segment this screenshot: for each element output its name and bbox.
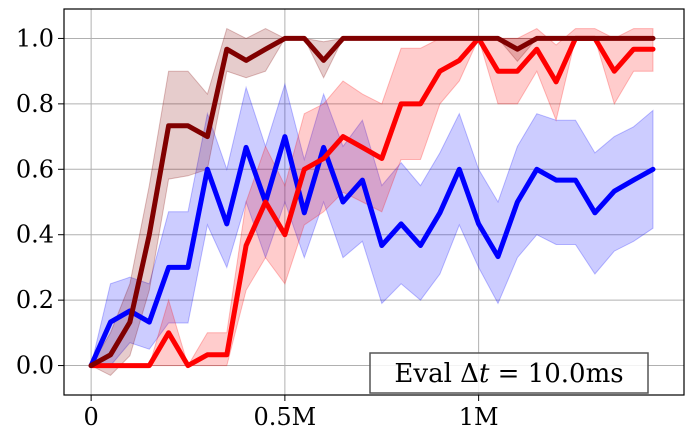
confidence-band-2 xyxy=(90,27,653,377)
series-lines xyxy=(88,35,656,369)
series-line-1 xyxy=(88,35,656,369)
y-tick-label: 0.2 xyxy=(16,286,54,314)
y-tick-label: 1.0 xyxy=(16,24,54,52)
x-tick-label: 0 xyxy=(83,403,98,431)
series-line-0 xyxy=(88,134,656,369)
confidence-bands xyxy=(90,27,654,377)
y-tick-label: 0.8 xyxy=(16,90,54,118)
axis-ticks: 0 0.5M 1M 0.0 0.2 0.4 0.6 0.8 1.0 xyxy=(16,24,499,431)
x-tick-label: 0.5M xyxy=(254,403,317,431)
y-tick-label: 0.0 xyxy=(16,352,54,380)
x-tick-label: 1M xyxy=(459,403,499,431)
y-tick-label: 0.4 xyxy=(16,221,54,249)
annotation-label: Eval Δt = 10.0ms xyxy=(394,359,623,389)
annotation-box xyxy=(369,352,649,394)
y-tick-label: 0.6 xyxy=(16,155,54,183)
annotation-prefix: Eval xyxy=(394,359,460,389)
plot-frame xyxy=(63,8,685,396)
annotation: Eval Δt = 10.0ms xyxy=(369,352,649,394)
annotation-suffix: = 10.0ms xyxy=(489,359,623,389)
annotation-variable: t xyxy=(479,359,490,389)
annotation-symbol: Δ xyxy=(460,359,479,389)
series-line-2 xyxy=(88,35,656,369)
